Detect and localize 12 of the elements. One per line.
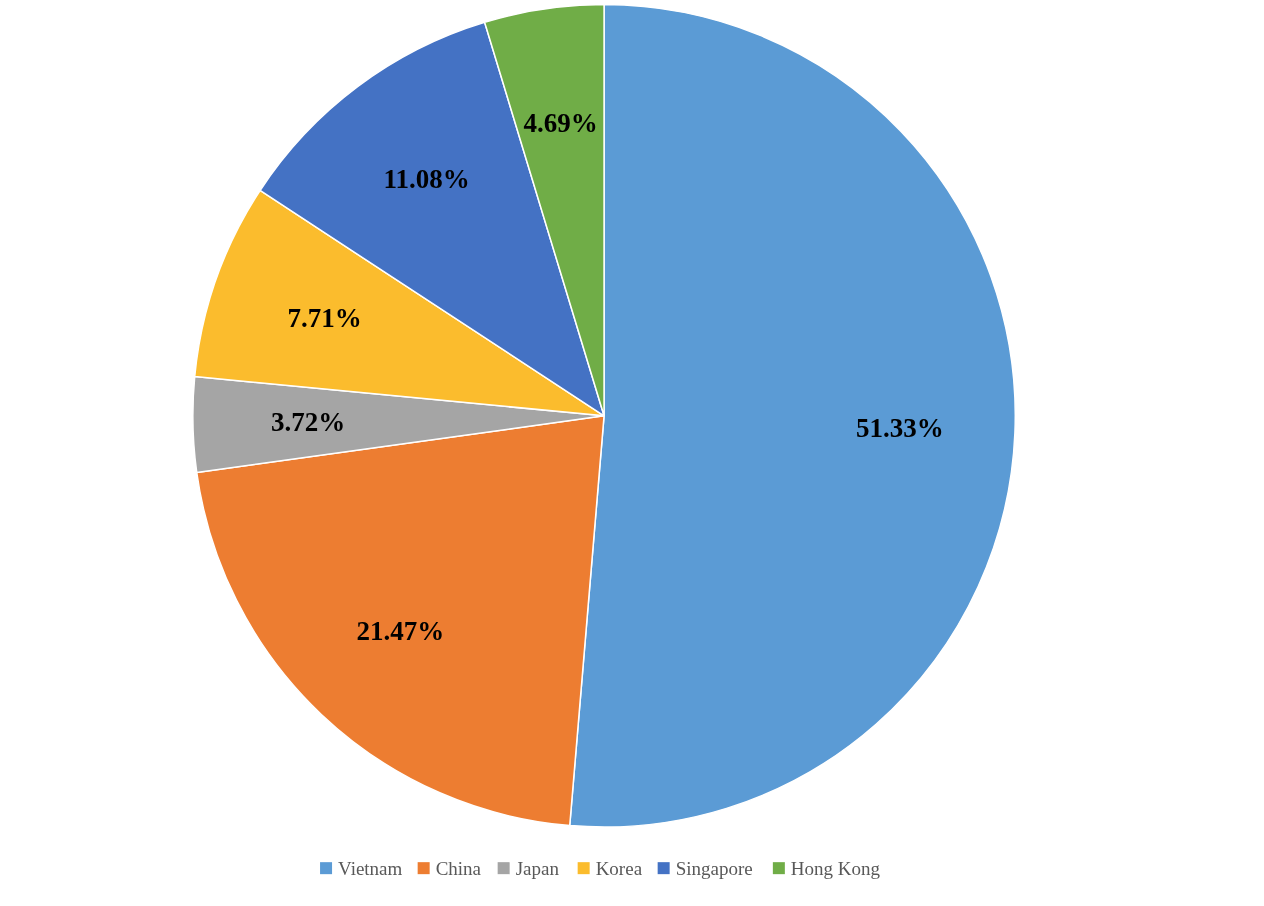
legend-label: Vietnam [338, 857, 403, 879]
legend-label: Japan [515, 857, 560, 879]
legend-label: China [435, 857, 482, 879]
data-label: 21.47% [356, 615, 445, 646]
legend-label: Hong Kong [790, 857, 881, 879]
data-label: 4.69% [523, 107, 598, 138]
data-label: 7.71% [287, 302, 362, 333]
legend-label: Singapore [675, 857, 753, 879]
data-label: 51.33% [855, 413, 944, 444]
data-label: 11.08% [383, 163, 470, 194]
legend-label: Korea [595, 857, 643, 879]
data-label: 3.72% [270, 407, 346, 438]
